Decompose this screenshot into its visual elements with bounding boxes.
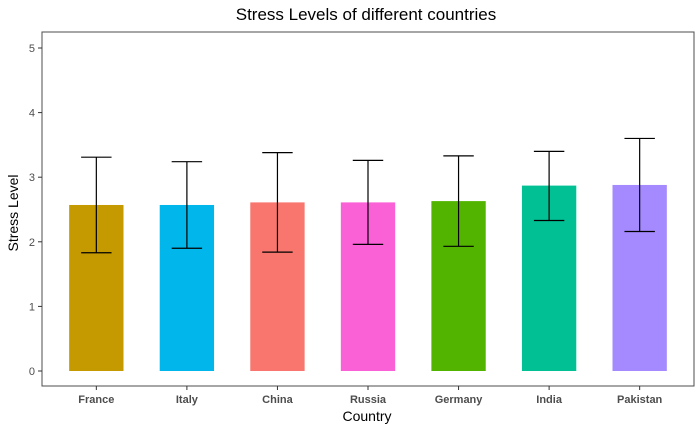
error-bar-china bbox=[262, 152, 293, 253]
x-axis-ticks: France Italy China Russia Germany India Pakist… bbox=[78, 386, 663, 406]
x-axis-label: Country bbox=[342, 408, 391, 424]
x-tick-label: Italy bbox=[176, 394, 199, 406]
y-tick-label: 0 bbox=[29, 366, 35, 378]
x-tick-label: Russia bbox=[350, 394, 387, 406]
y-tick-label: 4 bbox=[29, 108, 35, 120]
y-tick-label: 5 bbox=[29, 43, 35, 55]
error-bar-india bbox=[533, 150, 565, 222]
error-bar-germany bbox=[443, 155, 474, 247]
x-tick-label: India bbox=[536, 394, 563, 406]
error-bar-pakistan bbox=[624, 137, 655, 233]
error-bars-group bbox=[81, 137, 655, 254]
x-tick-label: Germany bbox=[435, 394, 484, 406]
y-tick-label: 3 bbox=[29, 172, 35, 184]
x-tick-label: France bbox=[78, 394, 114, 406]
x-tick-label: China bbox=[262, 394, 293, 406]
y-axis-ticks: 0 1 2 3 4 5 bbox=[29, 43, 42, 378]
error-bar-italy bbox=[171, 161, 203, 249]
error-bar-russia bbox=[352, 159, 384, 245]
y-tick-label: 1 bbox=[29, 301, 35, 313]
error-bar-france bbox=[81, 156, 112, 254]
chart-title: Stress Levels of different countries bbox=[236, 5, 497, 24]
y-axis-label: Stress Level bbox=[5, 174, 21, 251]
y-tick-label: 2 bbox=[29, 237, 35, 249]
x-tick-label: Pakistan bbox=[617, 394, 663, 406]
